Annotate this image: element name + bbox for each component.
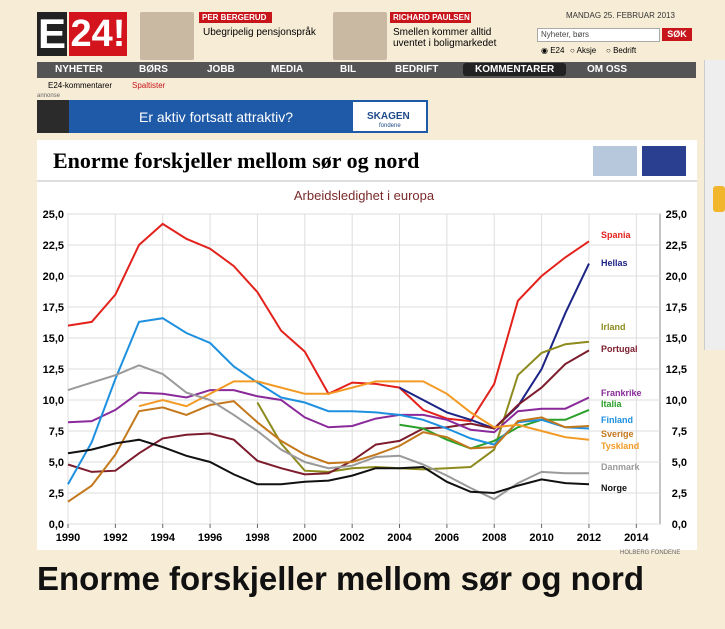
x-tick-label: 2008 — [482, 532, 506, 544]
y-tick-label: 7,5 — [49, 426, 64, 438]
logo-e: E — [37, 10, 67, 57]
series-label: Portugal — [601, 344, 638, 354]
series-line — [67, 400, 590, 503]
y2-tick-label: 22,5 — [666, 240, 687, 252]
x-tick-label: 2002 — [340, 532, 364, 544]
columnist-title[interactable]: Ubegripelig pensjonspråk — [203, 27, 316, 38]
ad-brand-sub: fondene — [379, 123, 401, 129]
subnav-item[interactable]: Spaltister — [132, 81, 166, 90]
series-label: Spania — [601, 230, 632, 240]
option-label: Aksje — [576, 46, 597, 55]
nav-item[interactable]: BEDRIFT — [395, 64, 439, 75]
series-label: Frankrike — [601, 388, 642, 398]
series-line — [399, 408, 590, 450]
search-input[interactable]: Nyheter, børs — [537, 28, 660, 42]
y2-tick-label: 2,5 — [672, 488, 687, 500]
chart-subtitle: Arbeidsledighet i europa — [294, 188, 435, 203]
nav-item[interactable]: BØRS — [139, 64, 168, 75]
chart-title: Enorme forskjeller mellom sør og nord — [53, 148, 419, 173]
x-tick-label: 2004 — [387, 532, 412, 544]
series-line — [67, 364, 589, 501]
x-tick-label: 2012 — [577, 532, 601, 544]
series-label: Sverige — [601, 429, 634, 439]
x-tick-label: 1996 — [198, 532, 222, 544]
nav-item[interactable]: OM OSS — [587, 64, 628, 75]
y-tick-label: 12,5 — [43, 364, 64, 376]
series-line — [67, 389, 590, 434]
y-tick-label: 5,0 — [49, 457, 64, 469]
source: HOLBERG FONDENE — [620, 550, 681, 556]
logo-24: 24! — [69, 12, 127, 56]
series-label: Italia — [601, 399, 623, 409]
y2-tick-label: 10,0 — [666, 395, 687, 407]
series-line — [67, 438, 590, 495]
chart-icon — [593, 146, 637, 176]
y-tick-label: 10,0 — [43, 395, 64, 407]
y2-tick-label: 5,0 — [672, 457, 687, 469]
y-tick-label: 17,5 — [43, 302, 64, 314]
ad-label: annonse — [37, 93, 61, 99]
columnist-title[interactable]: Smellen kommer alltid uventet i boligmar… — [393, 27, 497, 49]
series-line — [256, 340, 590, 473]
columnist-name: PER BERGERUD — [199, 12, 272, 23]
logo[interactable]: E 24! — [37, 12, 127, 56]
y-tick-label: 2,5 — [49, 488, 64, 500]
option-label: Bedrift — [613, 46, 637, 55]
series-label: Finland — [601, 415, 633, 425]
side-tab[interactable] — [713, 186, 725, 212]
series-label: Danmark — [601, 462, 641, 472]
columnist-photo — [140, 12, 194, 60]
headline[interactable]: Enorme forskjeller mellom sør og nord — [37, 560, 644, 597]
y2-tick-label: 25,0 — [666, 209, 687, 221]
x-tick-label: 2006 — [435, 532, 459, 544]
chart: Enorme forskjeller mellom sør og nord Ar… — [37, 140, 697, 550]
nav-item[interactable]: JOBB — [207, 64, 235, 75]
y2-tick-label: 15,0 — [666, 333, 687, 345]
option-label: E24 — [550, 46, 565, 55]
nav-item-active[interactable]: KOMMENTARER — [463, 63, 567, 76]
y2-tick-label: 12,5 — [666, 364, 687, 376]
ad-brand: SKAGEN — [367, 111, 410, 122]
y-tick-label: 0,0 — [49, 519, 64, 531]
ad-image — [37, 100, 69, 133]
series-label: Hellas — [601, 258, 628, 268]
x-tick-label: 2010 — [529, 532, 553, 544]
series-label: Norge — [601, 483, 627, 493]
series-line — [138, 380, 590, 441]
chart-icon — [642, 146, 686, 176]
x-tick-label: 2000 — [293, 532, 317, 544]
x-tick-label: 1994 — [150, 532, 175, 544]
columnist-photo — [333, 12, 387, 60]
nav-item[interactable]: NYHETER — [55, 64, 103, 75]
x-tick-label: 1990 — [56, 532, 80, 544]
nav-item[interactable]: BIL — [340, 64, 357, 75]
y2-tick-label: 17,5 — [666, 302, 687, 314]
columnist-name: RICHARD PAULSEN — [390, 12, 471, 23]
subnav-item[interactable]: E24-kommentarer — [48, 81, 113, 90]
ad-text: Er aktiv fortsatt attraktiv? — [139, 109, 294, 125]
series-label: Irland — [601, 322, 626, 332]
y-tick-label: 20,0 — [43, 271, 64, 283]
search-option[interactable]: ◉ E24 — [541, 46, 565, 55]
y-tick-label: 22,5 — [43, 240, 64, 252]
series-line — [67, 349, 590, 476]
y2-tick-label: 20,0 — [666, 271, 687, 283]
y-tick-label: 15,0 — [43, 333, 64, 345]
nav-item[interactable]: MEDIA — [271, 64, 304, 75]
ad-logo: SKAGEN fondene — [353, 102, 426, 131]
search-button[interactable]: SØK — [662, 28, 692, 41]
search-option[interactable]: ○ Aksje — [570, 46, 597, 55]
x-tick-label: 1992 — [103, 532, 127, 544]
y2-tick-label: 0,0 — [672, 519, 687, 531]
x-tick-label: 2014 — [624, 532, 649, 544]
search-option[interactable]: ○ Bedrift — [606, 46, 637, 55]
y2-tick-label: 7,5 — [672, 426, 687, 438]
nav-bar: NYHETER BØRS JOBB MEDIA BIL BEDRIFT KOMM… — [37, 62, 696, 78]
ad-banner[interactable]: Er aktiv fortsatt attraktiv? SKAGEN fond… — [37, 100, 428, 133]
series-label: Tyskland — [601, 441, 639, 451]
x-tick-label: 1998 — [245, 532, 269, 544]
date: MANDAG 25. FEBRUAR 2013 — [566, 11, 675, 20]
y-tick-label: 25,0 — [43, 209, 64, 221]
